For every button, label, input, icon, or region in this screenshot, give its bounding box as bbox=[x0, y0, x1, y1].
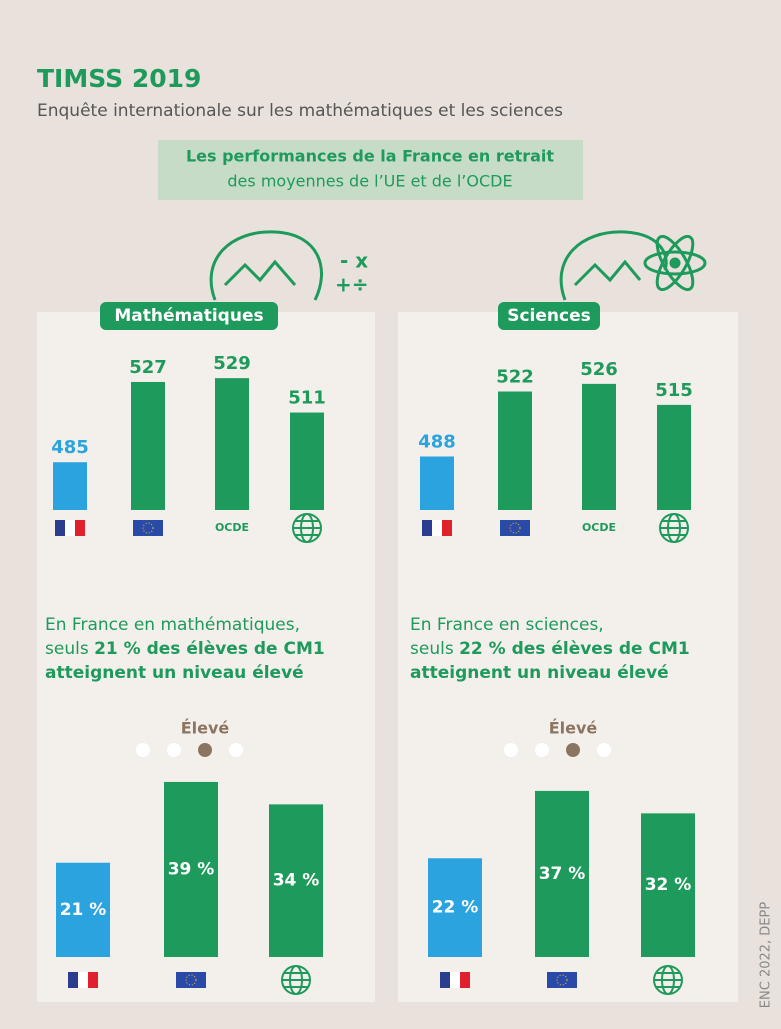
globe-icon bbox=[281, 965, 311, 995]
value-label: 529 bbox=[213, 353, 251, 374]
category-label: OCDE bbox=[582, 521, 616, 534]
value-label: 527 bbox=[129, 357, 167, 378]
globe-icon bbox=[292, 513, 322, 543]
bar bbox=[641, 813, 695, 957]
flag-icon bbox=[55, 520, 65, 536]
bar bbox=[420, 456, 454, 510]
bar bbox=[290, 412, 324, 510]
description: En France en sciences, bbox=[410, 615, 604, 635]
bar bbox=[269, 804, 323, 957]
level-dot bbox=[566, 743, 580, 757]
value-label: 39 % bbox=[168, 859, 215, 879]
level-dot bbox=[136, 743, 150, 757]
flag-icon bbox=[442, 520, 452, 536]
description: seuls 22 % des élèves de CM1 bbox=[410, 639, 690, 659]
value-label: 485 bbox=[51, 437, 89, 458]
value-label: 22 % bbox=[432, 898, 479, 918]
bar bbox=[164, 781, 218, 957]
flag-icon bbox=[440, 972, 450, 988]
flag-icon bbox=[432, 520, 442, 536]
bar bbox=[428, 858, 482, 957]
value-label: 522 bbox=[496, 367, 534, 388]
bar bbox=[535, 790, 589, 957]
level-dot bbox=[229, 743, 243, 757]
value-label: 32 % bbox=[645, 875, 692, 895]
flag-icon bbox=[547, 972, 577, 988]
description: 22 % des élèves de CM1 bbox=[459, 639, 690, 659]
level-dot bbox=[167, 743, 181, 757]
flag-icon bbox=[78, 972, 88, 988]
bar bbox=[657, 404, 691, 510]
source: ENC 2022, DEPP bbox=[759, 902, 774, 1009]
flag-icon bbox=[75, 520, 85, 536]
bar bbox=[53, 462, 87, 510]
flag-icon bbox=[88, 972, 98, 988]
banner-title: Les performances de la France en retrait bbox=[186, 147, 554, 166]
legend-label: Élevé bbox=[181, 719, 230, 738]
value-label: 37 % bbox=[539, 864, 586, 884]
description: seuls 21 % des élèves de CM1 bbox=[45, 639, 325, 659]
banner bbox=[158, 140, 583, 200]
description: En France en mathématiques, bbox=[45, 615, 300, 635]
description: atteignent un niveau élevé bbox=[410, 663, 669, 683]
flag-icon bbox=[185, 974, 197, 986]
flag-icon bbox=[65, 520, 75, 536]
bar bbox=[215, 378, 249, 510]
head-icon bbox=[559, 230, 707, 301]
description: atteignent un niveau élevé bbox=[45, 663, 304, 683]
value-label: 515 bbox=[655, 380, 693, 401]
flag-icon bbox=[142, 522, 154, 534]
flag-icon bbox=[422, 520, 432, 536]
bar bbox=[498, 391, 532, 510]
section-title: Mathématiques bbox=[114, 306, 263, 326]
flag-icon bbox=[450, 972, 460, 988]
flag-icon bbox=[509, 522, 521, 534]
globe-icon bbox=[653, 965, 683, 995]
value-label: 34 % bbox=[273, 871, 320, 891]
section-title: Sciences bbox=[507, 306, 591, 326]
bar bbox=[131, 381, 165, 510]
subtitle: Enquête internationale sur les mathémati… bbox=[37, 101, 563, 121]
banner-text: des moyennes de l’UE et de l’OCDE bbox=[227, 172, 512, 191]
description: seuls bbox=[410, 639, 459, 659]
flag-icon bbox=[500, 520, 530, 536]
value-label: 21 % bbox=[60, 900, 107, 920]
value-label: 488 bbox=[418, 431, 456, 452]
title: TIMSS 2019 bbox=[37, 64, 201, 93]
description: seuls bbox=[45, 639, 94, 659]
category-label: OCDE bbox=[215, 521, 249, 534]
level-dot bbox=[504, 743, 518, 757]
bar bbox=[56, 862, 110, 957]
level-dot bbox=[535, 743, 549, 757]
description: 21 % des élèves de CM1 bbox=[94, 639, 325, 659]
globe-icon bbox=[659, 513, 689, 543]
value-label: 511 bbox=[288, 388, 326, 409]
level-dot bbox=[198, 743, 212, 757]
flag-icon bbox=[176, 972, 206, 988]
head-icon: - x +÷ bbox=[209, 230, 369, 301]
legend-label: Élevé bbox=[549, 719, 598, 738]
flag-icon bbox=[556, 974, 568, 986]
flag-icon bbox=[133, 520, 163, 536]
value-label: 526 bbox=[580, 359, 618, 380]
flag-icon bbox=[68, 972, 78, 988]
svg-text:+÷: +÷ bbox=[335, 273, 369, 297]
flag-icon bbox=[460, 972, 470, 988]
section-pill bbox=[100, 302, 278, 330]
svg-text:- x: - x bbox=[340, 249, 368, 273]
bar bbox=[582, 383, 616, 510]
level-dot bbox=[597, 743, 611, 757]
section-pill bbox=[498, 302, 600, 330]
